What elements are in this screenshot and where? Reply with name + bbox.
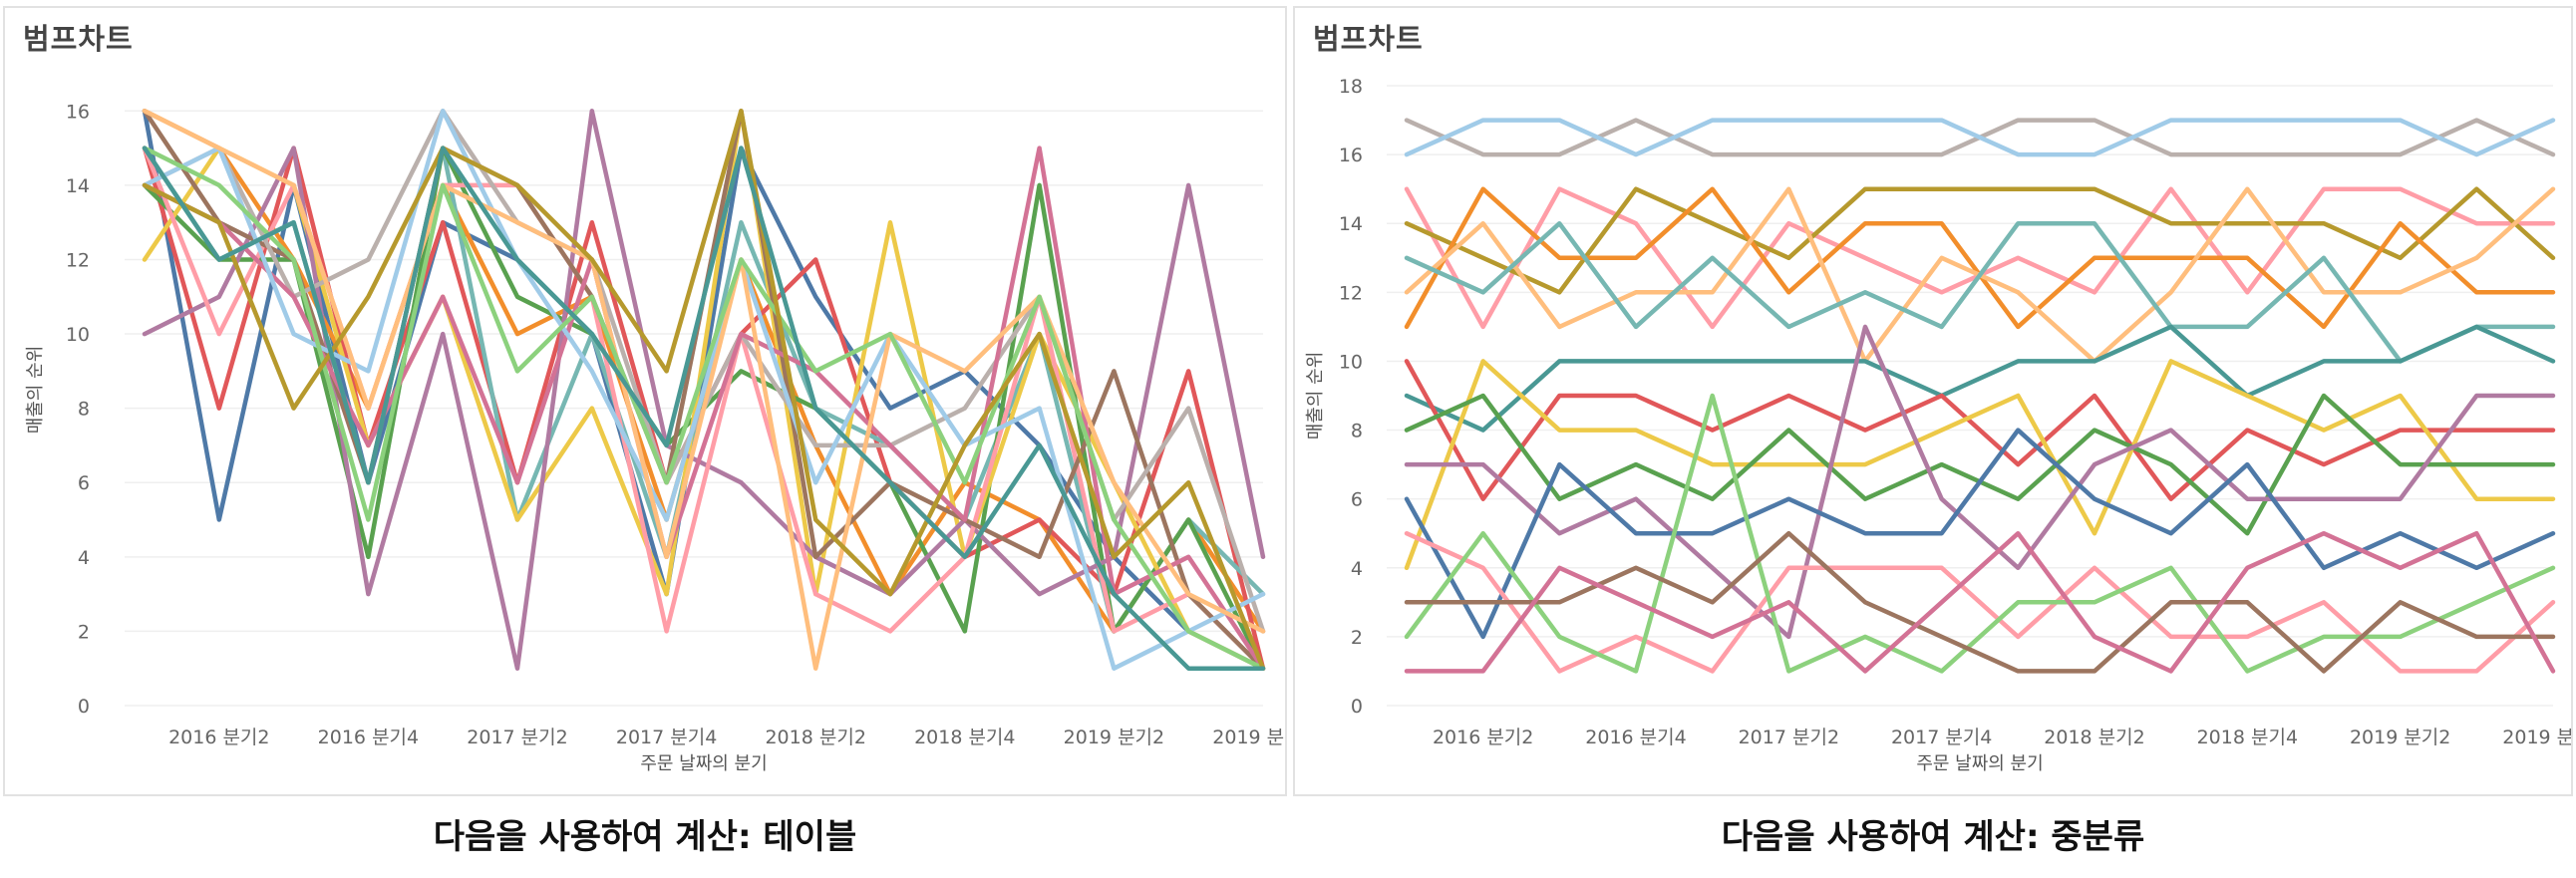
- y-tick-label: 4: [1351, 558, 1363, 580]
- series-line-14: [142, 146, 1266, 671]
- x-tick-label: 2017 분기2: [1739, 727, 1839, 748]
- bump-chart-svg: 0 2 4 6 8 10 12 14 16 18 2016 분기2 2016 분기4 2017 분기2 2…: [1305, 76, 2571, 774]
- x-axis-title: 주문 날짜의 분기: [640, 753, 767, 774]
- series-line-2: [1404, 118, 2556, 157]
- y-tick-label: 10: [1339, 351, 1363, 373]
- x-tick-label: 2018 분기4: [2197, 727, 2298, 748]
- x-tick-label: 2019 분기4: [1212, 727, 1285, 748]
- series-line-13: [142, 109, 1266, 671]
- x-tick-label: 2018 분기2: [765, 727, 865, 748]
- x-tick-label: 2016 분기2: [168, 727, 269, 748]
- series-line-9: [1404, 359, 2556, 501]
- x-tick-label: 2016 분기4: [1585, 727, 1686, 748]
- x-tick-label: 2018 분기2: [2044, 727, 2144, 748]
- y-tick-label: 8: [1351, 421, 1363, 442]
- bump-chart-svg: 0 2 4 6 8 10 12 14 16 2016 분기2 2016 분기4 2017 분기2 201…: [25, 101, 1285, 774]
- y-tick-label: 6: [1351, 489, 1363, 511]
- x-axis-title: 주문 날짜의 분기: [1916, 753, 2043, 774]
- x-tick-label: 2016 분기2: [1433, 727, 1533, 748]
- y-axis-title: 매출의 순위: [1305, 352, 1326, 440]
- y-tick-label: 8: [78, 399, 90, 421]
- series-line-7: [1404, 220, 2556, 364]
- x-tick-label: 2017 분기2: [467, 727, 567, 748]
- y-tick-label: 2: [78, 621, 90, 643]
- x-tick-label: 2019 분기2: [1064, 727, 1164, 748]
- y-tick-label: 12: [66, 249, 90, 271]
- y-tick-label: 14: [1339, 213, 1363, 235]
- chart-title: 범프차트: [23, 22, 134, 56]
- x-tick-label: 2019 분기2: [2350, 727, 2450, 748]
- y-axis-title: 매출의 순위: [25, 346, 46, 435]
- y-tick-label: 10: [66, 324, 90, 346]
- caption-subcategory-calc: 다음을 사용하여 계산: 중분류: [1721, 817, 2145, 857]
- x-tick-label: 2018 분기4: [914, 727, 1015, 748]
- y-tick-label: 2: [1351, 627, 1363, 649]
- bump-chart-panel-left: 범프차트 0 2 4 6 8 10 12 14 16 2016 분기2 2016 분기4 2017 분…: [3, 6, 1287, 796]
- y-tick-label: 0: [78, 696, 90, 718]
- x-tick-label: 2017 분기4: [1891, 727, 1992, 748]
- series-line-11: [1404, 393, 2556, 536]
- series-line-4: [1404, 186, 2556, 295]
- series-line-16: [142, 146, 1266, 671]
- y-tick-label: 14: [66, 175, 90, 197]
- series-line-5: [1404, 186, 2556, 330]
- series-line-17: [1404, 530, 2556, 674]
- y-tick-label: 16: [1339, 145, 1363, 166]
- x-tick-label: 2017 분기4: [616, 727, 717, 748]
- y-tick-label: 18: [1339, 76, 1363, 98]
- y-tick-label: 4: [78, 547, 90, 569]
- series-line-12: [1404, 324, 2556, 640]
- caption-table-calc: 다음을 사용하여 계산: 테이블: [433, 817, 857, 857]
- chart-title: 범프차트: [1313, 22, 1424, 56]
- y-tick-label: 12: [1339, 282, 1363, 304]
- bump-chart-panel-right: 범프차트 0 2 4 6 8 10 12 14 16 18 2016 분기2 2016 분기4 2017…: [1293, 6, 2573, 796]
- y-tick-label: 16: [66, 101, 90, 123]
- y-tick-label: 6: [78, 472, 90, 494]
- series-line-11: [142, 146, 1266, 671]
- series-line-8: [1404, 324, 2556, 433]
- x-tick-label: 2019 분기4: [2502, 727, 2571, 748]
- series-line-14: [1404, 530, 2556, 674]
- series-line-12: [142, 109, 1266, 671]
- x-tick-label: 2016 분기4: [318, 727, 419, 748]
- y-tick-label: 0: [1351, 696, 1363, 718]
- series-line-10: [1404, 359, 2556, 571]
